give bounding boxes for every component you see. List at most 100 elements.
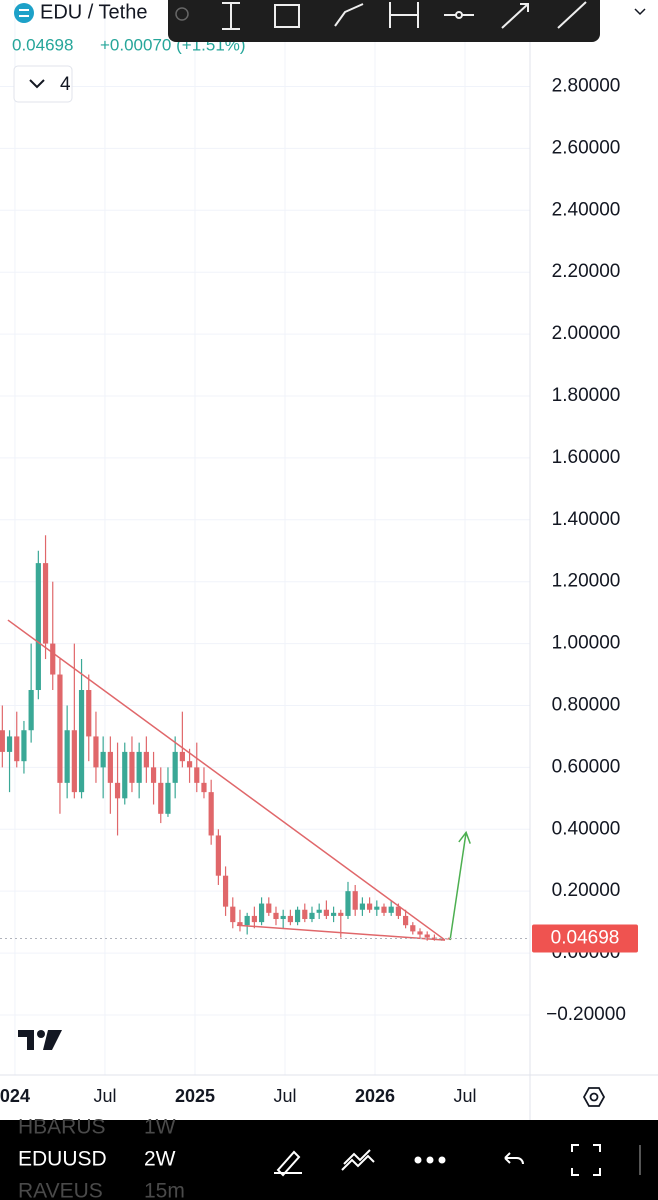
settings-icon[interactable] [582, 1087, 606, 1107]
symbol-logo [19, 15, 29, 17]
watch-interval: 15m [144, 1180, 185, 1200]
trend-line [7, 619, 446, 941]
candle-body [201, 782, 207, 793]
candle-body [129, 751, 135, 783]
candle-body [107, 751, 113, 783]
candle-body [165, 782, 171, 814]
grid [0, 0, 530, 1075]
candle-body [222, 875, 229, 907]
menu-chevron[interactable] [634, 8, 646, 16]
candle-body [57, 674, 63, 783]
candle-body [280, 915, 286, 920]
undo-icon[interactable] [504, 1152, 524, 1165]
x-tick-label: Jul [454, 1086, 477, 1106]
y-tick-label: 1.40000 [552, 509, 621, 530]
candle-body [186, 761, 193, 768]
candle-body [136, 751, 142, 783]
more-icon[interactable] [426, 1156, 434, 1164]
x-tick-label: 2026 [355, 1086, 395, 1106]
y-tick-label: −0.20000 [546, 1004, 626, 1025]
last-price-label: 0.04698 [551, 928, 620, 949]
y-tick-label: 0.80000 [552, 694, 621, 715]
candle-body [71, 730, 77, 793]
trend-line [236, 924, 446, 941]
candle-body [215, 835, 221, 876]
candle-body [381, 906, 387, 913]
toolbar-icon[interactable] [175, 7, 189, 21]
y-tick-label: 1.20000 [552, 571, 621, 592]
chevron-icon [29, 79, 45, 89]
candle-body [302, 909, 308, 920]
candle-body [388, 906, 394, 913]
x-tick-label: Jul [93, 1086, 116, 1106]
toolbar-icon[interactable] [389, 2, 419, 28]
candle-body [6, 736, 13, 752]
plot [0, 535, 530, 941]
bottom-bar [0, 1120, 658, 1200]
settings-icon [589, 1092, 599, 1102]
candle-body [251, 915, 257, 923]
bottom-toolbar [274, 1144, 641, 1177]
candle-body [352, 891, 358, 910]
candle-body [28, 690, 34, 731]
toolbar-icon[interactable] [334, 3, 364, 27]
toolbar-icon[interactable] [222, 2, 240, 30]
toolbar-icon[interactable] [274, 4, 300, 28]
candle-body [345, 891, 351, 916]
y-tick-label: 2.20000 [552, 261, 621, 282]
indicator-toggle[interactable] [13, 65, 73, 103]
more-icon[interactable] [438, 1156, 446, 1164]
candle-body [403, 915, 409, 926]
candle-body [258, 903, 265, 923]
toolbar-icon[interactable] [557, 1, 587, 29]
toolbar-icon[interactable] [501, 3, 529, 29]
candle-body [323, 909, 329, 916]
candle-body [417, 931, 423, 935]
candle-body [114, 782, 121, 799]
candle-body [35, 563, 41, 691]
candle-body [158, 782, 164, 814]
indicator-count: 4 [60, 74, 71, 95]
candle-body [230, 906, 236, 923]
candle-body [237, 922, 243, 926]
candle-body [86, 690, 92, 737]
pattern-icon[interactable] [341, 1149, 375, 1171]
toolbar-icon[interactable] [455, 11, 463, 19]
candle-body [424, 934, 430, 938]
candle-body [330, 912, 337, 916]
candle-body [100, 751, 106, 768]
last-price-tag [532, 924, 638, 953]
x-tick-label: 2025 [175, 1086, 215, 1106]
symbol-logo [19, 9, 29, 11]
candle-body [244, 915, 250, 926]
pen-icon[interactable] [274, 1150, 302, 1177]
y-tick-label: 1.60000 [552, 447, 621, 468]
candle-body [179, 751, 185, 762]
candle-body [64, 730, 70, 783]
y-tick-label: 2.40000 [552, 199, 621, 220]
candle-body [366, 903, 373, 910]
arrow-head [458, 830, 471, 844]
candle-body [294, 909, 301, 923]
watch-interval: 1W [144, 1116, 176, 1139]
symbol-title[interactable]: EDU / Tethe [40, 1, 147, 23]
y-tick-label: 0.20000 [552, 880, 621, 901]
candle-body [78, 690, 85, 793]
candle-body [194, 767, 200, 783]
fullscreen-icon[interactable] [571, 1144, 601, 1176]
watch-symbol: RAVEUS [18, 1180, 103, 1200]
y-tick-label: 2.00000 [552, 323, 621, 344]
symbol-logo [14, 3, 34, 23]
candle-body [93, 736, 99, 768]
candle-body [208, 792, 214, 836]
toolbar-icon[interactable] [520, 3, 529, 12]
more-icon[interactable] [414, 1156, 422, 1164]
watch-interval: 2W [144, 1148, 176, 1171]
candle-body [266, 903, 272, 913]
logo-part [43, 1030, 62, 1050]
candle-body [316, 909, 322, 913]
candle-body [42, 563, 49, 644]
axes: −0.200000.000000.200000.400000.600000.80… [0, 76, 638, 1106]
x-tick-label: Jul [273, 1086, 296, 1106]
